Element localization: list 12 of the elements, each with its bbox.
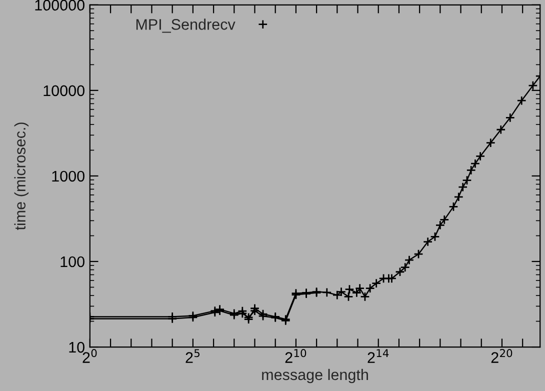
y-tick-label: 1000 [52,170,84,182]
y-tick-label: 10 [69,342,84,353]
x-tick-label: 2$^{10}$ [285,349,306,363]
x-axis-title: message length [262,368,368,384]
x-tick-label: 2$^{5}$ [186,349,200,363]
x-tick-label: 2$^{14}$ [368,349,389,363]
y-tick-label: 10000 [44,85,84,96]
legend-label: MPI_Sendrecv [136,18,236,33]
x-tick-label: 2$^{20}$ [491,349,512,363]
y-axis-title: time (microsec.) [14,122,29,230]
y-tick-label: 100000 [35,0,84,11]
y-tick-label: 100 [60,256,84,268]
